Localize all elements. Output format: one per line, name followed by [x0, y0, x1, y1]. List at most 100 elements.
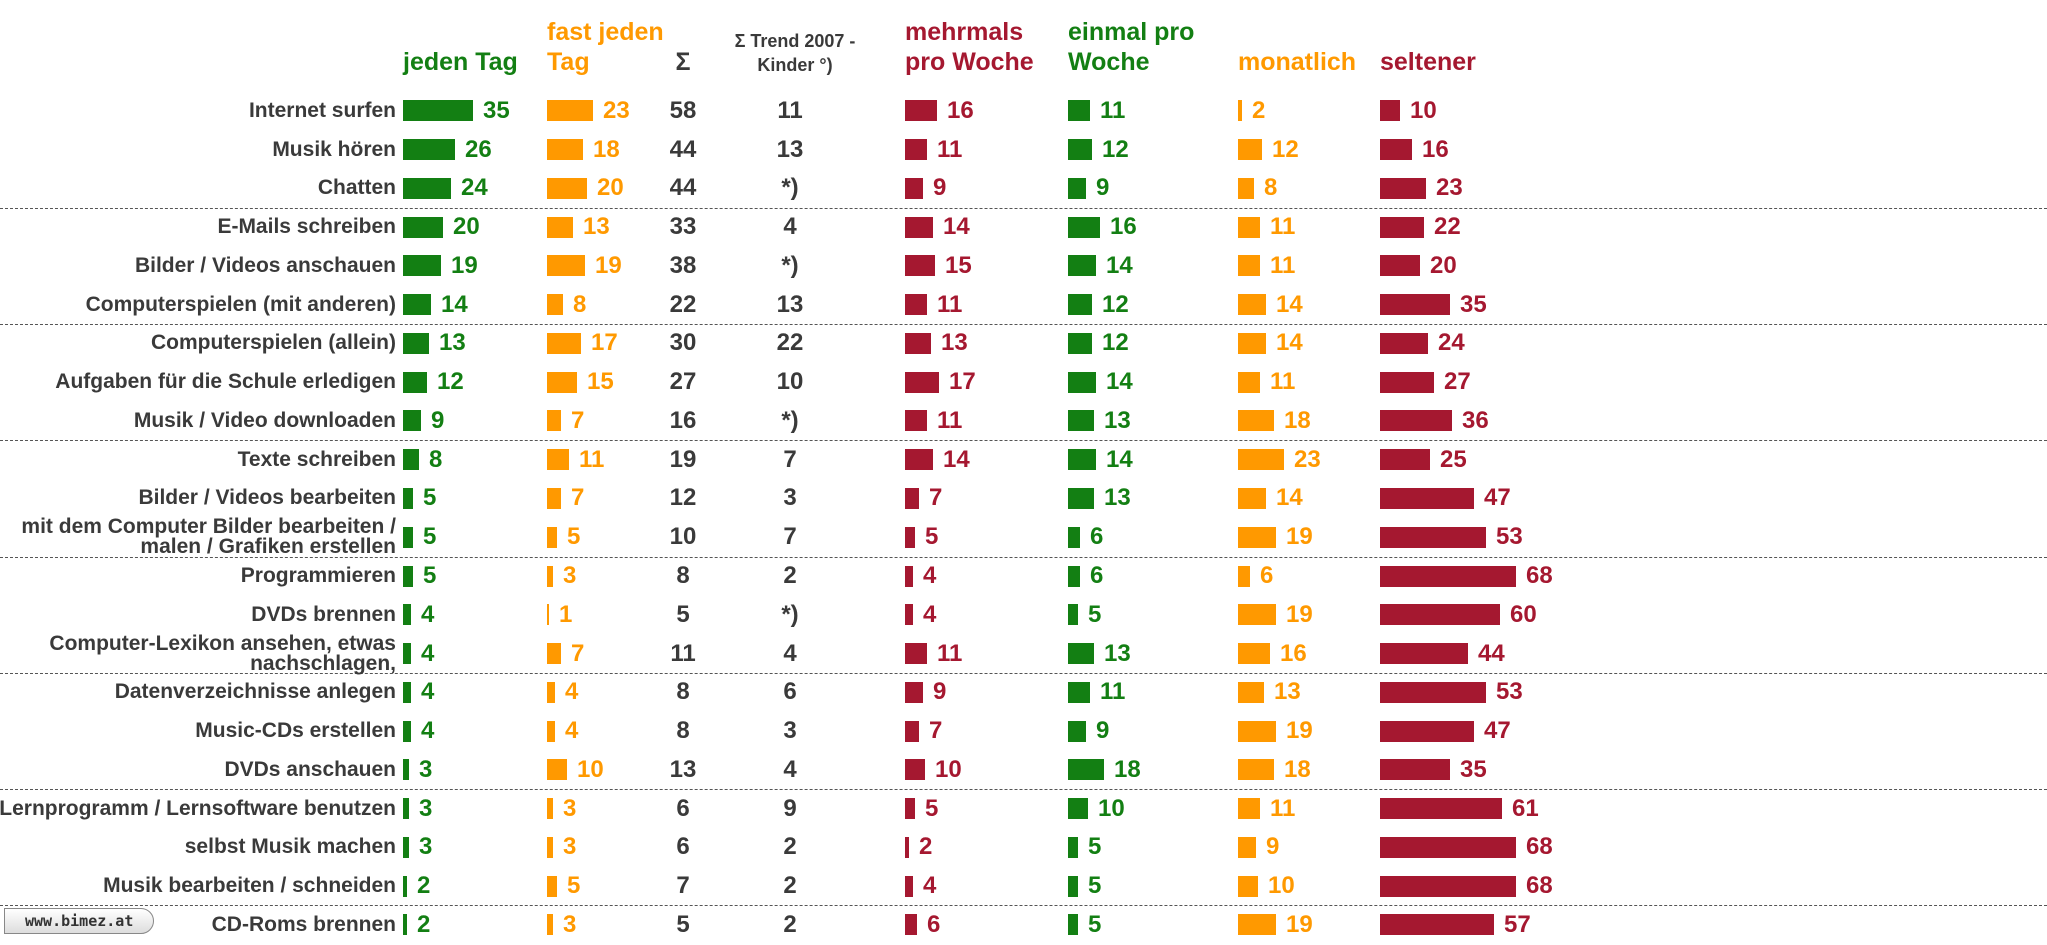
bar — [1238, 681, 1264, 703]
value-label: 2 — [417, 910, 431, 938]
bar — [1068, 255, 1096, 277]
bar — [403, 410, 421, 432]
bar — [1238, 332, 1266, 354]
value-label: 24 — [1438, 329, 1465, 357]
value-label: 12 — [1102, 135, 1129, 163]
bar — [1238, 449, 1284, 471]
value-label: 18 — [1284, 406, 1311, 434]
bar — [403, 681, 411, 703]
value-label: 12 — [437, 368, 464, 396]
trend-value: 9 — [783, 794, 797, 822]
bar — [547, 643, 561, 665]
bar — [403, 836, 409, 858]
value-label: 4 — [565, 678, 579, 706]
value-label: 6 — [1090, 562, 1104, 589]
row-label: Texte schreiben — [237, 447, 396, 471]
logo: www.bimez.at — [4, 908, 155, 934]
value-label: 4 — [421, 678, 435, 706]
bar — [905, 681, 923, 703]
value-label: 5 — [925, 794, 939, 822]
row-label: selbst Musik machen — [184, 835, 396, 859]
sum-value: 33 — [669, 213, 697, 241]
bar — [547, 836, 553, 858]
bar — [1068, 604, 1078, 626]
bar — [1380, 139, 1412, 161]
value-label: 8 — [429, 445, 443, 473]
bar — [1068, 294, 1092, 316]
bar — [547, 526, 557, 548]
value-label: 3 — [419, 755, 433, 783]
trend-value: 11 — [777, 96, 803, 124]
bar — [1380, 371, 1434, 393]
bar — [1380, 177, 1426, 199]
bar — [905, 100, 937, 122]
bar — [403, 914, 407, 936]
sum-value: 13 — [669, 755, 697, 783]
bar — [403, 216, 443, 238]
value-label: 6 — [1090, 523, 1104, 551]
bar — [905, 449, 933, 471]
value-label: 3 — [563, 562, 577, 589]
row-label: Musik hören — [272, 137, 396, 161]
bar — [403, 449, 419, 471]
bar — [547, 759, 567, 781]
value-label: 68 — [1526, 872, 1553, 900]
sum-value: 6 — [676, 833, 690, 861]
value-label: 18 — [1284, 755, 1311, 783]
bar — [403, 759, 409, 781]
row-label: Computer-Lexikon ansehen, etwas nachschl… — [49, 631, 396, 675]
value-label: 3 — [563, 833, 577, 861]
column-header: seltener — [1380, 47, 1476, 76]
row-label: Bilder / Videos anschauen — [134, 253, 396, 277]
column-header: monatlich — [1238, 47, 1357, 76]
bar — [905, 759, 925, 781]
value-label: 5 — [423, 562, 437, 589]
separator — [0, 672, 2047, 674]
bar — [1380, 216, 1424, 238]
value-label: 14 — [441, 290, 468, 318]
value-label: 5 — [567, 523, 581, 551]
bar — [547, 410, 561, 432]
bar — [403, 875, 407, 897]
separator — [0, 789, 2047, 791]
value-label: 5 — [567, 872, 581, 900]
separator — [0, 324, 2047, 326]
bar — [1068, 216, 1100, 238]
value-label: 61 — [1512, 794, 1539, 822]
value-label: 2 — [919, 833, 933, 861]
bar — [403, 332, 429, 354]
value-label: 13 — [1104, 484, 1131, 512]
value-label: 4 — [421, 717, 435, 745]
row-label: Datenverzeichnisse anlegen — [114, 680, 396, 704]
bar — [403, 526, 413, 548]
bar — [547, 449, 569, 471]
value-label: 4 — [923, 600, 937, 628]
trend-value: 4 — [783, 639, 797, 667]
bar — [547, 100, 593, 122]
value-label: 10 — [577, 755, 604, 783]
bar — [905, 565, 913, 587]
bar — [1238, 255, 1260, 277]
bar — [547, 914, 553, 936]
bar — [1380, 681, 1486, 703]
trend-value: 3 — [783, 484, 797, 512]
bar — [547, 720, 555, 742]
bar — [1380, 255, 1420, 277]
bar — [1238, 294, 1266, 316]
trend-value: 6 — [783, 678, 797, 706]
row-label: Musik bearbeiten / schneiden — [103, 874, 396, 898]
bar — [403, 177, 451, 199]
sum-value: 6 — [676, 794, 690, 822]
value-label: 2 — [417, 872, 431, 900]
sum-value: 12 — [669, 484, 697, 512]
value-label: 4 — [923, 562, 937, 589]
row-label: Chatten — [317, 176, 396, 200]
value-label: 13 — [941, 329, 968, 357]
column-header: mehrmals pro Woche — [905, 17, 1034, 76]
value-label: 23 — [1294, 445, 1321, 473]
bar — [1238, 487, 1266, 509]
value-label: 7 — [571, 639, 585, 667]
value-label: 5 — [1088, 600, 1102, 628]
bar — [905, 332, 931, 354]
bar — [1068, 875, 1078, 897]
